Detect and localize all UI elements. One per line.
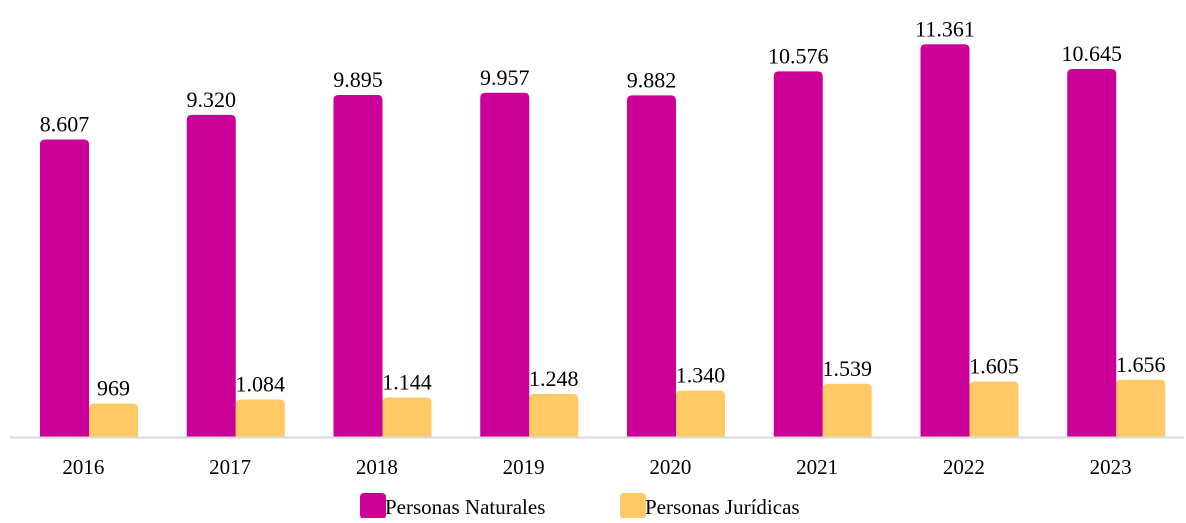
bars-layer: [40, 44, 1166, 438]
bar-juridicas-2020: [676, 390, 725, 437]
bar-naturales-2021: [773, 71, 823, 437]
legend-label-personas-juridicas: Personas Jurídicas: [645, 495, 800, 518]
data-label-naturales-2020: 9.882: [627, 67, 677, 92]
x-axis-ticks: 2016 2017 2018 2019 2020 2021 2022 2023: [62, 455, 1131, 479]
data-label-naturales-2018: 9.895: [333, 67, 383, 92]
data-labels-layer: 8.607 969 9.320 1.084 9.895 1.144 9.957 1.248 9.…: [40, 16, 1166, 400]
bar-juridicas-2018: [382, 397, 432, 437]
legend-swatch-personas-juridicas: [620, 493, 646, 519]
data-label-naturales-2021: 10.576: [768, 43, 829, 68]
x-tick-label-2016: 2016: [62, 455, 104, 479]
data-label-naturales-2017: 9.320: [187, 87, 237, 112]
data-label-naturales-2023: 10.645: [1062, 41, 1123, 66]
legend-swatch-personas-naturales: [360, 493, 386, 519]
data-label-juridicas-2018: 1.144: [382, 369, 432, 394]
x-tick-label-2020: 2020: [649, 455, 691, 479]
data-label-juridicas-2021: 1.539: [823, 356, 873, 381]
data-label-juridicas-2017: 1.084: [236, 372, 286, 397]
data-label-juridicas-2020: 1.340: [676, 363, 726, 388]
data-label-naturales-2019: 9.957: [480, 65, 530, 90]
data-label-juridicas-2023: 1.656: [1116, 352, 1166, 377]
legend-label-personas-naturales: Personas Naturales: [385, 495, 545, 518]
x-tick-label-2022: 2022: [943, 455, 985, 479]
data-label-naturales-2016: 8.607: [40, 111, 90, 136]
bar-naturales-2019: [480, 92, 530, 437]
data-label-juridicas-2016: 969: [97, 376, 130, 401]
bar-naturales-2023: [1067, 69, 1117, 437]
bar-juridicas-2022: [969, 381, 1019, 437]
data-label-juridicas-2022: 1.605: [969, 354, 1019, 379]
x-tick-label-2019: 2019: [503, 455, 545, 479]
bar-naturales-2016: [40, 139, 89, 438]
x-tick-label-2017: 2017: [209, 455, 251, 479]
bar-juridicas-2021: [822, 383, 872, 437]
data-label-juridicas-2019: 1.248: [529, 366, 579, 391]
legend: Personas Naturales Personas Jurídicas: [360, 493, 800, 519]
bar-naturales-2020: [627, 95, 676, 438]
bar-juridicas-2017: [235, 399, 285, 437]
x-tick-label-2018: 2018: [356, 455, 398, 479]
bar-naturales-2022: [920, 44, 970, 437]
bar-naturales-2017: [186, 114, 236, 438]
bar-juridicas-2019: [529, 393, 579, 437]
bar-juridicas-2016: [89, 403, 138, 437]
x-tick-label-2023: 2023: [1090, 455, 1132, 479]
data-label-naturales-2022: 11.361: [915, 16, 975, 41]
x-tick-label-2021: 2021: [796, 455, 838, 479]
bar-naturales-2018: [333, 94, 383, 437]
bar-juridicas-2023: [1116, 379, 1166, 437]
